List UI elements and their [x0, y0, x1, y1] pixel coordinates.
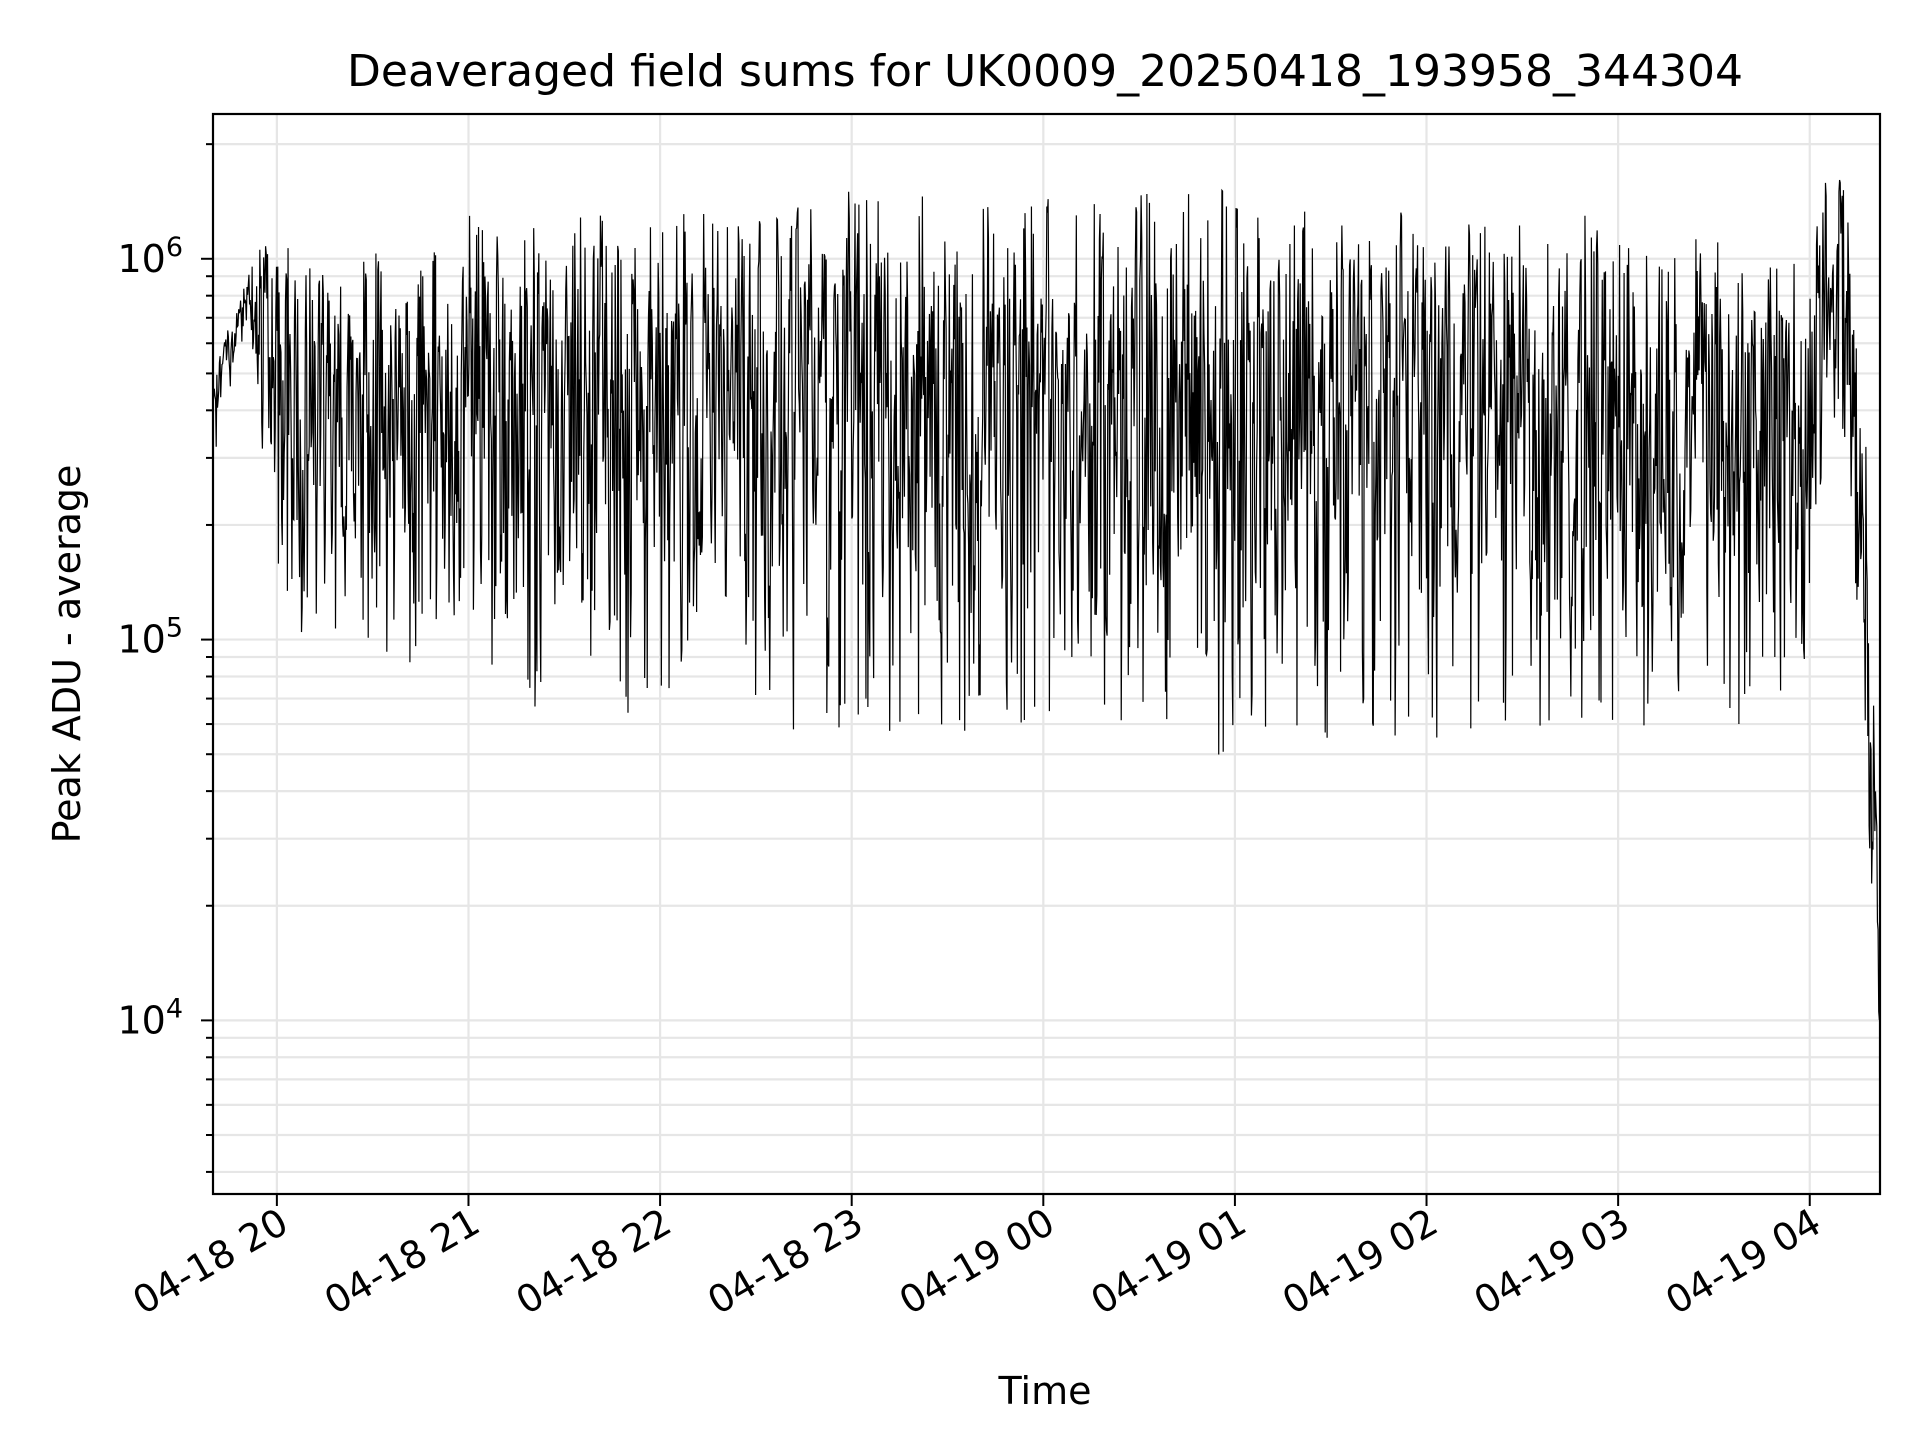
x-tick-label: 04-19 03 [1467, 1200, 1637, 1324]
x-tick-label: 04-19 01 [1083, 1200, 1253, 1324]
series-line [212, 179, 1881, 1020]
plot-frame [211, 112, 1882, 1196]
y-tick-label: 106 [117, 232, 183, 281]
x-tick-label: 04-18 21 [317, 1200, 487, 1324]
y-axis: 104 105 106 [117, 143, 213, 1173]
x-tick-label: 04-19 02 [1275, 1200, 1445, 1324]
x-tick-label: 04-18 22 [509, 1200, 679, 1324]
x-tick-label: 04-18 23 [700, 1200, 870, 1324]
x-axis-label: Time [998, 1369, 1092, 1413]
y-tick-label: 105 [117, 613, 183, 662]
x-tick-label: 04-19 00 [892, 1200, 1062, 1324]
chart-title: Deaveraged field sums for UK0009_2025041… [347, 46, 1743, 97]
x-tick-label: 04-18 20 [125, 1200, 295, 1324]
y-axis-label: Peak ADU - average [45, 465, 89, 844]
x-axis: 04-18 20 04-18 21 04-18 22 04-18 23 04-19 00… [125, 1194, 1828, 1323]
y-tick-label: 104 [117, 993, 183, 1042]
x-tick-label: 04-19 04 [1658, 1200, 1828, 1324]
series-layer [212, 179, 1881, 1020]
